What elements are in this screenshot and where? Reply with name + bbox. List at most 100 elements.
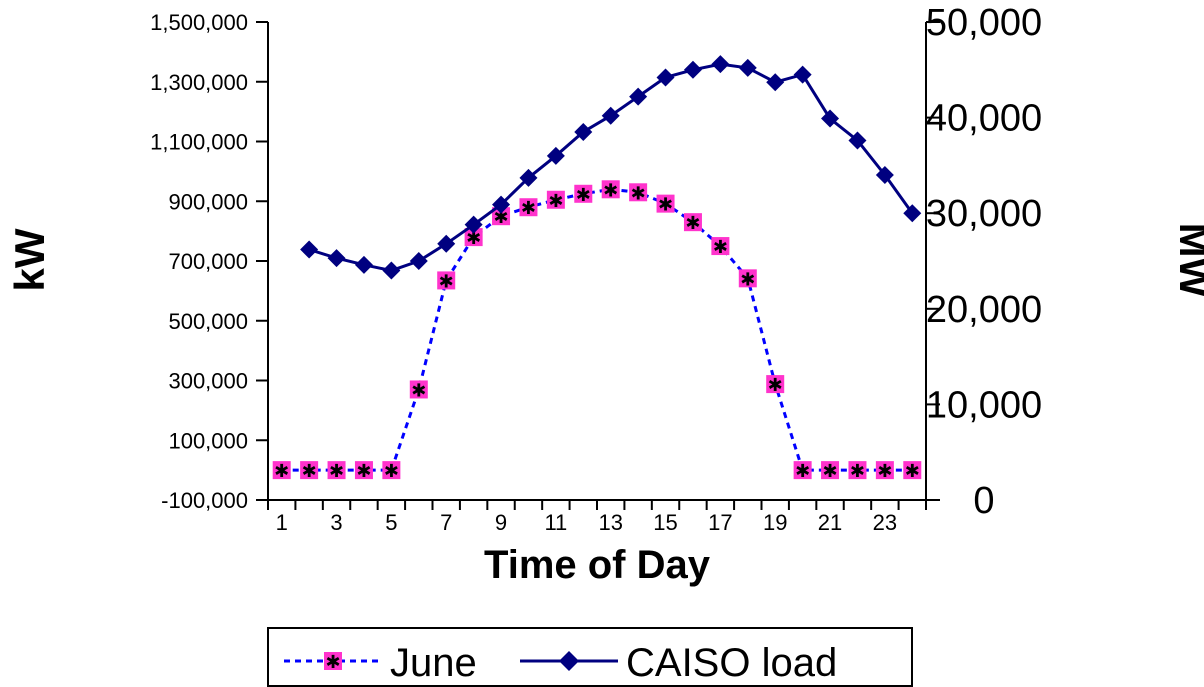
legend-june-marker bbox=[324, 652, 342, 670]
data-point-star: ✱ bbox=[905, 461, 920, 482]
data-point bbox=[738, 58, 757, 77]
data-point bbox=[629, 87, 648, 106]
data-point-square bbox=[519, 198, 538, 217]
data-point bbox=[574, 122, 593, 141]
data-point bbox=[546, 146, 565, 165]
data-point: ✱ bbox=[354, 461, 373, 482]
data-point-star: ✱ bbox=[768, 375, 783, 396]
data-point: ✱ bbox=[629, 183, 648, 204]
data-point bbox=[683, 60, 702, 79]
y-left-tick-label: 900,000 bbox=[168, 189, 248, 214]
data-point: ✱ bbox=[409, 380, 428, 401]
x-axis-ticks: 1 3 5 7 9 11 13 15 17 19 21 23 bbox=[267, 500, 927, 535]
data-point-star: ✱ bbox=[466, 228, 481, 249]
data-point: ✱ bbox=[875, 461, 894, 482]
data-point-star: ✱ bbox=[576, 185, 591, 206]
data-point bbox=[409, 252, 428, 270]
y-right-tick-label: 40,000 bbox=[926, 98, 1042, 140]
data-point: ✱ bbox=[903, 461, 922, 482]
data-point: ✱ bbox=[711, 237, 730, 258]
data-point-star: ✱ bbox=[548, 191, 563, 212]
data-point bbox=[601, 106, 620, 125]
data-point bbox=[793, 65, 812, 84]
data-point: ✱ bbox=[519, 198, 538, 219]
data-point: ✱ bbox=[766, 375, 785, 396]
x-tick-label: 15 bbox=[653, 510, 677, 535]
data-point bbox=[848, 131, 867, 150]
x-tick-label: 3 bbox=[330, 510, 342, 535]
data-point-star: ✱ bbox=[822, 461, 837, 482]
data-point-star: ✱ bbox=[329, 461, 344, 482]
legend: ✱ June CAISO load bbox=[267, 627, 913, 687]
y-axis-right-title: MW bbox=[1171, 223, 1204, 298]
data-point: ✱ bbox=[382, 461, 401, 482]
data-point-square bbox=[656, 194, 675, 213]
x-tick-label: 9 bbox=[495, 510, 507, 535]
y-left-tick-label: 700,000 bbox=[168, 249, 248, 274]
legend-item-june: ✱ June bbox=[284, 641, 477, 685]
data-point-star: ✱ bbox=[384, 461, 399, 482]
data-point: ✱ bbox=[492, 207, 511, 228]
data-point bbox=[903, 204, 922, 223]
data-point-star: ✱ bbox=[713, 237, 728, 258]
series-line bbox=[281, 187, 913, 472]
y-right-tick-label: 50,000 bbox=[926, 2, 1042, 44]
data-point-star: ✱ bbox=[877, 461, 892, 482]
data-point bbox=[711, 55, 730, 74]
x-tick-label: 1 bbox=[276, 510, 288, 535]
data-point-square bbox=[601, 180, 620, 199]
data-point: ✱ bbox=[793, 461, 812, 482]
data-point-square bbox=[793, 461, 812, 480]
data-point bbox=[875, 165, 894, 184]
x-tick-label: 7 bbox=[440, 510, 452, 535]
data-point-square bbox=[437, 271, 456, 290]
y-left-tick-label: 1,500,000 bbox=[150, 10, 248, 35]
data-point: ✱ bbox=[464, 228, 483, 249]
data-point: ✱ bbox=[437, 271, 456, 292]
data-point-square bbox=[821, 461, 840, 480]
series-layer: ✱ ✱ ✱ ✱ ✱ ✱ ✱ ✱ ✱ ✱ ✱ ✱ ✱ ✱ ✱ ✱ ✱ ✱ ✱ ✱ ✱ ✱ ✱ ✱ bbox=[272, 55, 922, 482]
x-tick-label: 21 bbox=[818, 510, 842, 535]
y-axis-right-ticks: 50,000 40,000 30,000 20,000 10,000 0 bbox=[926, 2, 1042, 522]
series-june: ✱ ✱ ✱ ✱ ✱ ✱ ✱ ✱ ✱ ✱ ✱ ✱ ✱ ✱ ✱ ✱ ✱ ✱ ✱ ✱ ✱ ✱ ✱ ✱ bbox=[272, 180, 922, 482]
data-point: ✱ bbox=[546, 190, 565, 212]
data-point: ✱ bbox=[683, 213, 702, 234]
data-point-square bbox=[409, 380, 428, 399]
data-point-star: ✱ bbox=[411, 380, 426, 401]
data-point: ✱ bbox=[738, 269, 757, 290]
data-point: ✱ bbox=[656, 194, 675, 216]
series-line bbox=[308, 62, 914, 273]
data-point-star: ✱ bbox=[795, 461, 810, 482]
data-point-square bbox=[464, 228, 483, 247]
x-tick-label: 11 bbox=[544, 510, 567, 535]
data-point bbox=[354, 255, 373, 274]
legend-caiso-label: CAISO load bbox=[626, 641, 837, 685]
data-point-star: ✱ bbox=[740, 269, 755, 290]
y-left-tick-label: 1,300,000 bbox=[150, 70, 248, 95]
data-point bbox=[519, 168, 538, 187]
y-axis-left-title: kW bbox=[6, 228, 53, 291]
data-point-square bbox=[629, 183, 648, 202]
y-left-tick-label: 100,000 bbox=[168, 428, 248, 453]
data-point-star: ✱ bbox=[685, 213, 700, 234]
x-tick-label: 23 bbox=[873, 510, 897, 535]
data-point-star: ✱ bbox=[631, 183, 646, 204]
y-right-tick-label: 20,000 bbox=[926, 289, 1042, 331]
data-point-square bbox=[327, 461, 346, 480]
data-point: ✱ bbox=[272, 461, 291, 482]
data-point-square bbox=[574, 184, 593, 203]
legend-caiso-marker bbox=[559, 651, 579, 671]
x-axis-title: Time of Day bbox=[484, 543, 711, 587]
y-left-tick-label: 500,000 bbox=[168, 309, 248, 334]
data-point-square bbox=[875, 461, 894, 480]
data-point bbox=[492, 195, 511, 214]
y-left-tick-label: 300,000 bbox=[168, 369, 248, 394]
data-point-square bbox=[354, 461, 373, 480]
data-point-square bbox=[848, 461, 867, 480]
data-point: ✱ bbox=[327, 461, 346, 482]
data-point-star: ✱ bbox=[850, 461, 865, 482]
data-point-star: ✱ bbox=[658, 195, 673, 216]
data-point: ✱ bbox=[300, 461, 319, 482]
legend-june-star: ✱ bbox=[325, 652, 340, 673]
